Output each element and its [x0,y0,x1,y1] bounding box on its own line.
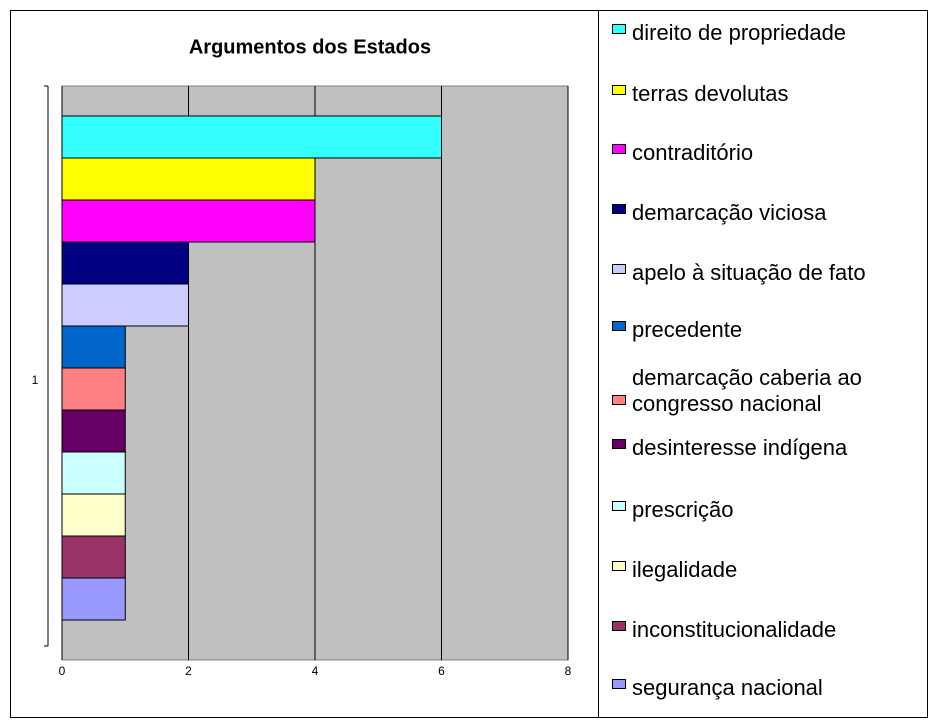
bar [61,451,126,495]
legend-label: inconstitucionalidade [632,617,837,642]
bar [61,283,189,327]
x-tick-label: 6 [438,664,445,678]
legend-label: demarcação caberia ao congresso nacional [632,365,862,416]
y-tick-label: 1 [32,373,39,387]
legend-swatch [612,85,626,95]
legend-label: apelo à situação de fato [632,260,866,285]
bar [61,115,442,159]
legend-item: demarcação caberia ao congresso nacional [612,365,912,417]
legend-item: precedente [612,317,912,343]
legend-label: precedente [632,317,743,342]
chart-title: Argumentos dos Estados [189,36,431,58]
legend-swatch [612,204,626,214]
legend-swatch [612,439,626,449]
legend-label: desinteresse indígena [632,435,848,460]
bar [61,241,189,285]
x-tick-label: 4 [312,664,319,678]
legend-item: terras devolutas [612,81,912,107]
legend-label: segurança nacional [632,675,823,700]
legend-swatch [612,561,626,571]
legend-swatch [612,264,626,274]
legend-swatch [612,321,626,331]
bar [61,157,316,201]
legend-swatch [612,395,626,405]
legend-item: desinteresse indígena [612,435,912,461]
legend-swatch [612,621,626,631]
bar [61,367,126,411]
legend-item: demarcação viciosa [612,200,912,226]
bar [61,325,126,369]
legend-label: demarcação viciosa [632,200,827,225]
legend-label: direito de propriedade [632,20,847,45]
bar [61,493,126,537]
legend-label: prescrição [632,497,734,522]
legend-label: contraditório [632,140,754,165]
bar [61,577,126,621]
bar [61,535,126,579]
legend-swatch [612,679,626,689]
legend-swatch [612,144,626,154]
bar [61,199,316,243]
legend-item: direito de propriedade [612,20,912,46]
x-tick-label: 8 [565,664,572,678]
legend-swatch [612,501,626,511]
legend-item: apelo à situação de fato [612,260,912,286]
bar [61,409,126,453]
x-tick-label: 0 [59,664,66,678]
legend-swatch [612,24,626,34]
legend-item: segurança nacional [612,675,912,701]
x-tick-label: 2 [185,664,192,678]
legend-label: terras devolutas [632,81,789,106]
legend-item: contraditório [612,140,912,166]
legend-item: inconstitucionalidade [612,617,912,643]
legend-item: ilegalidade [612,557,912,583]
legend-item: prescrição [612,497,912,523]
legend-label: ilegalidade [632,557,738,582]
